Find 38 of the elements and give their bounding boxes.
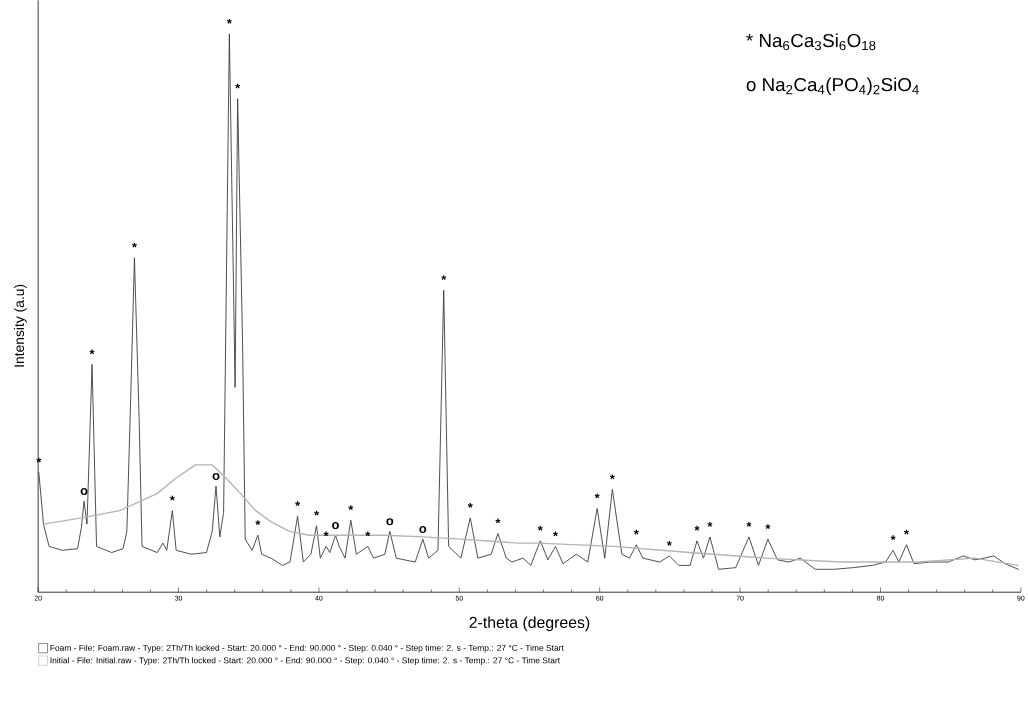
annotation: * Na$_{6}$Ca$_{3}$Si$_{6}$O$_{18}$ [746,33,876,51]
annotation: o [80,487,88,496]
annotation: * [594,493,600,499]
annotation: * [694,525,700,531]
annotation: * [890,535,896,541]
annotation: o [332,522,339,530]
annotation: * [553,531,558,537]
annotation: o [386,518,394,526]
annotation: * [169,495,175,501]
y-axis-title: Intensity (a.u) [13,284,27,367]
annotation: o [419,525,427,534]
annotation: * [89,349,95,355]
annotation: * [36,457,42,463]
annotation: * [365,531,371,537]
annotation: * [666,540,672,546]
annotation: * [765,524,771,529]
annotation: * [441,275,447,280]
annotation: * [255,520,261,526]
annotation: * [323,531,329,537]
annotation: * [633,529,639,535]
annotation: * [235,83,241,89]
annotation: * [746,521,752,527]
legend-label: Foam - File: Foam.raw - Type: 2Th/Th locked - Start: 20.000 ° - End: 90.000 ° - Step: 0.040 ° - Step time: 2. s - Temp.: 27 °C - Time Start [50,644,564,653]
annotation: o [212,472,220,480]
annotation: * [314,510,320,516]
x-axis-title: 2-theta (degrees) [469,616,590,632]
annotation: * [226,18,232,24]
legend-label: Initial - File: Initial.raw - Type: 2Th/Th locked - Start: 20.000 ° - End: 90.000 ° - Step: 0.040 ° - Step time: 2. s - Temp.: 27 °C - Time Start [50,657,560,666]
text: o Na$_{2}$Ca$_{4}$(PO$_{4}$)$_{2}$SiO$_{4}$ [746,77,919,95]
annotation: * [903,529,909,535]
annotation: * [707,521,713,527]
annotation: * [295,501,301,507]
annotation: * [348,505,354,510]
annotation: * [467,502,473,508]
annotation: * [131,242,137,248]
annotation: * [495,518,501,524]
annotation: * [609,474,615,480]
annotation: * [537,525,543,531]
